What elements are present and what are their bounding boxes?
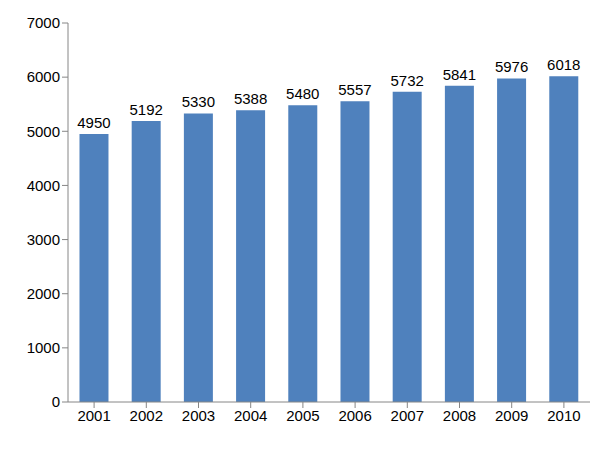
svg-text:4950: 4950 xyxy=(77,114,110,131)
svg-text:5841: 5841 xyxy=(443,66,476,83)
svg-text:2005: 2005 xyxy=(286,407,319,424)
svg-text:2006: 2006 xyxy=(338,407,371,424)
svg-text:4000: 4000 xyxy=(27,177,60,194)
svg-text:2001: 2001 xyxy=(77,407,110,424)
svg-text:5000: 5000 xyxy=(27,123,60,140)
svg-text:5388: 5388 xyxy=(234,90,267,107)
svg-text:5976: 5976 xyxy=(495,58,528,75)
svg-text:5330: 5330 xyxy=(182,93,215,110)
svg-text:5192: 5192 xyxy=(129,101,162,118)
svg-text:1000: 1000 xyxy=(27,339,60,356)
svg-text:2008: 2008 xyxy=(443,407,476,424)
svg-text:5732: 5732 xyxy=(390,72,423,89)
svg-text:6018: 6018 xyxy=(547,56,580,73)
svg-text:2002: 2002 xyxy=(130,407,163,424)
svg-text:2000: 2000 xyxy=(27,285,60,302)
svg-text:2004: 2004 xyxy=(234,407,267,424)
svg-text:2003: 2003 xyxy=(182,407,215,424)
svg-text:2009: 2009 xyxy=(495,407,528,424)
svg-text:5480: 5480 xyxy=(286,85,319,102)
svg-text:2007: 2007 xyxy=(391,407,424,424)
svg-text:2010: 2010 xyxy=(547,407,580,424)
svg-text:3000: 3000 xyxy=(27,231,60,248)
svg-text:7000: 7000 xyxy=(27,14,60,31)
svg-text:6000: 6000 xyxy=(27,68,60,85)
svg-text:5557: 5557 xyxy=(338,81,371,98)
svg-text:0: 0 xyxy=(52,393,60,410)
